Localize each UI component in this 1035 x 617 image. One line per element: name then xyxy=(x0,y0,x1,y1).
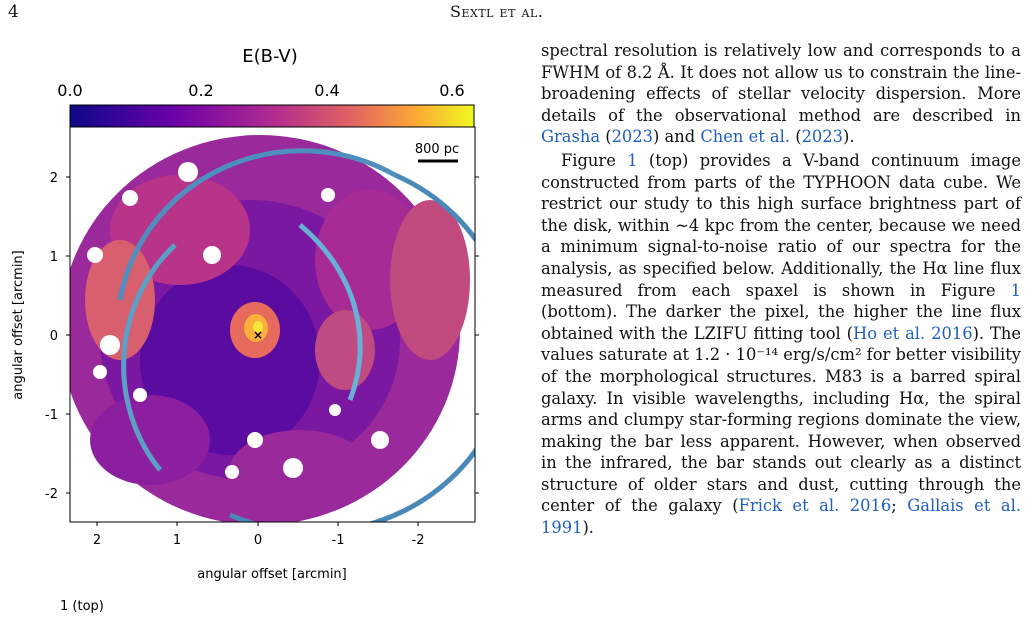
y-axis-label: angular offset [arcmin] xyxy=(11,250,26,400)
y-tick-label: 1 xyxy=(50,250,58,265)
y-tick-label: 0 xyxy=(50,329,58,344)
x-ticks xyxy=(96,522,419,526)
colorbar-tick: 0.2 xyxy=(188,81,213,100)
page-number: 4 xyxy=(8,2,19,22)
x-tick-label: -2 xyxy=(412,533,425,548)
x-axis-label: angular offset [arcmin] xyxy=(197,567,347,582)
colorbar-tick: 0.0 xyxy=(57,81,82,100)
colorbar-tick: 0.6 xyxy=(439,81,464,100)
figure: E(B-V) 0.0 0.2 0.4 0.6 xyxy=(0,0,520,614)
figure-link[interactable]: 1 xyxy=(627,150,638,170)
citation-link[interactable]: 2023 xyxy=(611,127,654,147)
paragraph: Figure 1 (top) provides a V-band continu… xyxy=(541,150,1022,538)
scalebar-label: 800 pc xyxy=(415,142,459,157)
center-marker: × xyxy=(253,328,263,342)
figure-link[interactable]: 1 xyxy=(1010,280,1021,300)
ebv-map-figure: E(B-V) 0.0 0.2 0.4 0.6 xyxy=(11,46,479,614)
x-tick-label: -1 xyxy=(332,533,345,548)
x-tick-label: 0 xyxy=(254,533,262,548)
citation-link[interactable]: Gallais et al. 1991 xyxy=(541,496,1021,538)
scalebar-background xyxy=(405,135,470,160)
y-ticks xyxy=(66,176,479,494)
citation-link[interactable]: Frick et al. 2016 xyxy=(738,496,892,516)
paragraph: spectral resolution is relatively low an… xyxy=(541,41,1021,147)
y-tick-label: 2 xyxy=(50,171,58,186)
x-tick-label: 1 xyxy=(173,533,181,548)
y-tick-label: -1 xyxy=(45,408,58,423)
colorbar-tick: 0.4 xyxy=(314,81,339,100)
x-tick-label: 2 xyxy=(93,533,101,548)
citation-link[interactable]: Grasha xyxy=(541,127,601,147)
running-header: Sextl et al. xyxy=(450,2,544,21)
citation-link[interactable]: 2023 xyxy=(801,127,843,147)
citation-link[interactable]: Ho et al. 2016 xyxy=(853,323,973,343)
citation-link[interactable]: Chen et al. xyxy=(700,127,791,147)
extinction-map xyxy=(70,127,475,522)
colorbar xyxy=(69,104,475,128)
map-frame xyxy=(69,126,476,523)
colorbar-label: E(B-V) xyxy=(242,46,298,67)
caption-fragment: 1 (top) xyxy=(60,599,104,613)
y-tick-label: -2 xyxy=(45,487,58,502)
body-text: spectral resolution is relatively low an… xyxy=(541,40,1021,539)
